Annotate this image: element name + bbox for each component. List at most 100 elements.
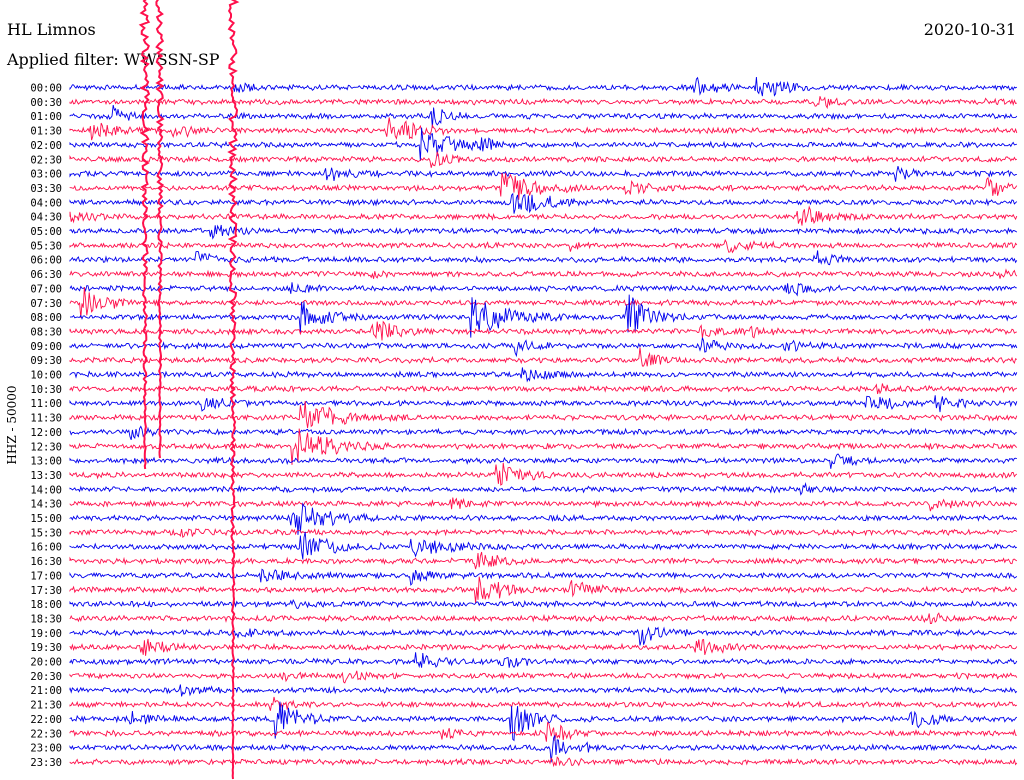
row-label: 04:30 [30, 212, 62, 224]
row-label: 14:00 [30, 484, 62, 496]
row-label: 03:30 [30, 183, 62, 195]
trace-row-19:00 [69, 626, 1018, 646]
trace-row-01:00 [69, 104, 1018, 128]
trace-row-16:30 [69, 551, 1018, 570]
event-spike-0 [138, 0, 151, 470]
trace-row-10:00 [69, 367, 1018, 383]
row-label: 18:00 [30, 599, 62, 611]
row-label: 08:00 [30, 312, 62, 324]
trace-row-03:00 [69, 165, 1017, 182]
trace-row-05:30 [69, 238, 1018, 254]
trace-row-14:00 [69, 482, 1017, 496]
trace-row-06:00 [69, 250, 1018, 266]
row-label: 12:00 [30, 427, 62, 439]
date-label: 2020-10-31 [923, 20, 1016, 39]
filter-label: Applied filter: WWSSN-SP [7, 50, 220, 69]
row-label: 15:00 [30, 513, 62, 525]
trace-row-00:00 [69, 76, 1018, 97]
trace-row-17:00 [69, 568, 1018, 586]
row-label: 00:00 [30, 83, 62, 95]
row-label: 19:30 [30, 642, 62, 654]
station-title: HL Limnos [7, 20, 96, 39]
trace-row-08:30 [69, 320, 1017, 341]
trace-row-21:00 [69, 684, 1018, 697]
row-label: 23:30 [30, 757, 62, 769]
trace-row-15:00 [69, 502, 1018, 535]
row-label: 01:00 [30, 111, 62, 123]
row-label: 13:30 [30, 470, 62, 482]
row-label: 02:00 [30, 140, 62, 152]
trace-row-16:00 [69, 531, 1018, 560]
trace-row-04:30 [69, 205, 1018, 226]
trace-row-23:00 [69, 735, 1017, 763]
trace-row-10:30 [69, 383, 1018, 395]
trace-row-03:30 [69, 172, 1018, 200]
trace-row-20:00 [69, 652, 1018, 669]
row-label: 08:30 [30, 326, 62, 338]
row-label: 01:30 [30, 126, 62, 138]
row-label: 22:30 [30, 728, 62, 740]
trace-row-11:00 [69, 395, 1018, 413]
trace-row-07:30 [69, 286, 1018, 319]
row-label: 06:00 [30, 255, 62, 267]
trace-row-04:00 [69, 192, 1018, 214]
trace-row-02:00 [69, 127, 1017, 161]
trace-row-13:00 [69, 453, 1017, 469]
row-label: 05:00 [30, 226, 62, 238]
trace-row-14:30 [69, 497, 1018, 512]
row-label: 21:00 [30, 685, 62, 697]
row-label: 11:00 [30, 398, 62, 410]
trace-row-22:30 [69, 722, 1017, 742]
trace-row-18:00 [69, 598, 1018, 610]
trace-row-01:30 [69, 117, 1018, 141]
trace-row-02:30 [69, 150, 1018, 168]
row-label: 10:00 [30, 370, 62, 382]
row-label: 00:30 [30, 97, 62, 109]
trace-row-08:00 [69, 294, 1018, 338]
trace-row-13:30 [69, 462, 1018, 486]
trace-row-19:30 [69, 638, 1018, 656]
trace-row-12:30 [69, 428, 1018, 465]
row-label: 11:30 [30, 413, 62, 425]
trace-row-09:00 [69, 337, 1018, 358]
row-label: 21:30 [30, 700, 62, 712]
row-label: 16:00 [30, 542, 62, 554]
row-label: 18:30 [30, 613, 62, 625]
trace-row-18:30 [69, 612, 1018, 624]
trace-row-23:30 [69, 756, 1018, 768]
row-labels: 00:00 00:30 01:00 01:30 02:00 02:30 03:00 03:30… [30, 83, 62, 769]
event-spike-2 [155, 0, 165, 459]
row-label: 07:00 [30, 283, 62, 295]
row-label: 04:00 [30, 197, 62, 209]
trace-row-22:00 [69, 701, 1018, 742]
trace-row-20:30 [69, 670, 1018, 684]
row-label: 20:00 [30, 657, 62, 669]
event-spike-1 [227, 0, 240, 780]
row-label: 19:00 [30, 628, 62, 640]
trace-row-00:30 [69, 96, 1017, 110]
trace-row-17:30 [69, 576, 1018, 604]
row-label: 22:00 [30, 714, 62, 726]
row-label: 06:30 [30, 269, 62, 281]
trace-row-21:30 [69, 696, 1018, 711]
row-label: 05:30 [30, 240, 62, 252]
row-label: 17:00 [30, 570, 62, 582]
row-label: 03:00 [30, 169, 62, 181]
row-label: 12:30 [30, 441, 62, 453]
trace-row-12:00 [69, 425, 1017, 440]
row-label: 10:30 [30, 384, 62, 396]
trace-row-11:30 [69, 400, 1018, 429]
trace-row-07:00 [69, 282, 1017, 297]
row-label: 20:30 [30, 671, 62, 683]
row-label: 17:30 [30, 585, 62, 597]
row-label: 09:00 [30, 341, 62, 353]
trace-row-06:30 [69, 268, 1018, 279]
row-label: 13:00 [30, 456, 62, 468]
row-label: 16:30 [30, 556, 62, 568]
trace-row-05:00 [69, 224, 1018, 240]
row-label: 02:30 [30, 154, 62, 166]
traces [69, 0, 1018, 780]
row-label: 15:30 [30, 527, 62, 539]
row-label: 23:00 [30, 743, 62, 755]
